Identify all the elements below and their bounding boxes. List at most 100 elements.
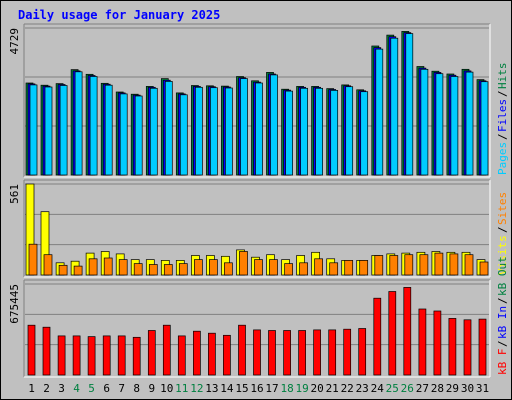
- bar-sites-day-4: [73, 265, 83, 276]
- x-tick-label-day-19: 19: [295, 382, 308, 395]
- bar-sites-day-27: [419, 254, 429, 276]
- bar-kb-f-day-14: [223, 334, 231, 376]
- x-tick-label-day-20: 20: [310, 382, 323, 395]
- bar-kb-f-day-16: [253, 329, 261, 376]
- bar-sites-day-18: [284, 263, 293, 276]
- bar-kb-f-day-5: [87, 336, 96, 376]
- bar-sites-day-10: [163, 264, 173, 276]
- legend-sites: Sites: [496, 192, 509, 225]
- x-tick-label-day-25: 25: [386, 382, 399, 395]
- bar-kb-f-day-31: [478, 318, 487, 376]
- x-tick-label-day-24: 24: [371, 382, 385, 395]
- bar-pages-day-15: [240, 78, 248, 176]
- bar-sites-day-8: [133, 263, 143, 276]
- legend-visits: Visits: [496, 235, 509, 275]
- bar-pages-day-3: [59, 85, 68, 176]
- bar-pages-day-7: [119, 93, 128, 176]
- bar-sites-day-6: [103, 257, 113, 276]
- x-tick-label-day-23: 23: [356, 382, 369, 395]
- bar-sites-day-15: [239, 251, 248, 276]
- bar-sites-day-2: [43, 254, 53, 276]
- x-tick-label-day-6: 6: [103, 382, 110, 395]
- legend-kb-f: kB F: [496, 349, 509, 376]
- bar-kb-f-day-20: [313, 329, 321, 376]
- bar-kb-f-day-22: [343, 328, 352, 376]
- x-tick-label-day-26: 26: [401, 382, 414, 395]
- legend-kb-out: kB Out: [496, 256, 509, 296]
- bar-kb-f-day-11: [177, 335, 186, 376]
- bar-sites-day-31: [479, 261, 489, 276]
- legend-separator: /: [496, 226, 509, 233]
- bar-sites-day-29: [449, 253, 459, 276]
- x-tick-label-day-29: 29: [446, 382, 459, 395]
- bar-pages-day-13: [210, 87, 218, 176]
- x-tick-label-day-18: 18: [280, 382, 293, 395]
- x-tick-label-day-28: 28: [431, 382, 444, 395]
- bar-sites-day-28: [434, 252, 444, 276]
- bar-pages-day-26: [405, 33, 414, 176]
- legend-separator: /: [496, 133, 509, 140]
- bar-kb-f-day-13: [208, 332, 216, 376]
- legend-hits: Hits: [496, 63, 509, 90]
- bar-pages-day-12: [195, 86, 203, 176]
- bar-sites-day-3: [58, 264, 68, 276]
- bar-kb-f-day-23: [358, 328, 367, 376]
- bar-pages-day-31: [480, 81, 489, 176]
- bar-sites-day-1: [28, 243, 38, 276]
- bar-kb-f-day-27: [418, 308, 427, 376]
- x-tick-label-day-12: 12: [190, 382, 203, 395]
- bar-kb-f-day-25: [388, 291, 397, 376]
- bar-sites-day-14: [224, 262, 233, 276]
- x-tick-label-day-22: 22: [341, 382, 354, 395]
- bar-kb-f-day-3: [57, 335, 66, 376]
- bar-pages-day-16: [255, 82, 263, 176]
- panel-middle-max-label: 561: [8, 184, 21, 204]
- bar-pages-day-17: [270, 74, 278, 176]
- bar-pages-day-29: [450, 76, 459, 176]
- bar-pages-day-18: [285, 90, 293, 176]
- bar-kb-f-day-1: [27, 324, 36, 376]
- x-tick-label-day-7: 7: [118, 382, 125, 395]
- x-tick-label-day-14: 14: [220, 382, 234, 395]
- x-tick-label-day-27: 27: [416, 382, 429, 395]
- x-tick-label-day-8: 8: [133, 382, 140, 395]
- bar-kb-f-day-9: [147, 330, 156, 376]
- bar-kb-f-day-21: [328, 329, 337, 376]
- bar-pages-day-30: [465, 71, 474, 176]
- bar-sites-day-13: [209, 259, 218, 276]
- bar-pages-day-27: [420, 68, 429, 176]
- bar-pages-day-2: [44, 86, 53, 176]
- x-tick-label-day-15: 15: [235, 382, 248, 395]
- bar-sites-day-30: [464, 254, 474, 276]
- x-tick-label-day-17: 17: [265, 382, 278, 395]
- bar-kb-f-day-30: [463, 319, 472, 376]
- bar-pages-day-23: [360, 91, 369, 176]
- bar-kb-f-day-10: [162, 324, 171, 376]
- bar-pages-day-11: [179, 94, 188, 176]
- bar-pages-day-28: [435, 73, 444, 176]
- bar-kb-f-day-7: [117, 335, 126, 376]
- bar-sites-day-17: [269, 259, 278, 276]
- bar-pages-day-4: [74, 71, 83, 176]
- x-tick-label-day-30: 30: [461, 382, 474, 395]
- x-tick-label-day-9: 9: [148, 382, 155, 395]
- bar-pages-day-8: [134, 95, 143, 176]
- legend-separator: /: [496, 340, 509, 347]
- bar-sites-day-24: [374, 255, 384, 276]
- legend-separator: /: [496, 90, 509, 97]
- x-tick-label-day-16: 16: [250, 382, 263, 395]
- x-tick-label-day-1: 1: [28, 382, 35, 395]
- bar-sites-day-20: [314, 258, 323, 276]
- bar-sites-day-26: [404, 254, 414, 276]
- x-tick-label-day-10: 10: [160, 382, 173, 395]
- legend-pages: Pages: [496, 142, 509, 175]
- bar-sites-day-22: [344, 260, 354, 276]
- bar-sites-day-5: [88, 258, 98, 276]
- chart-title: Daily usage for January 2025: [18, 8, 220, 22]
- x-tick-label-day-31: 31: [476, 382, 489, 395]
- bar-pages-day-19: [300, 87, 308, 176]
- bar-sites-day-21: [329, 262, 339, 276]
- x-tick-label-day-2: 2: [43, 382, 50, 395]
